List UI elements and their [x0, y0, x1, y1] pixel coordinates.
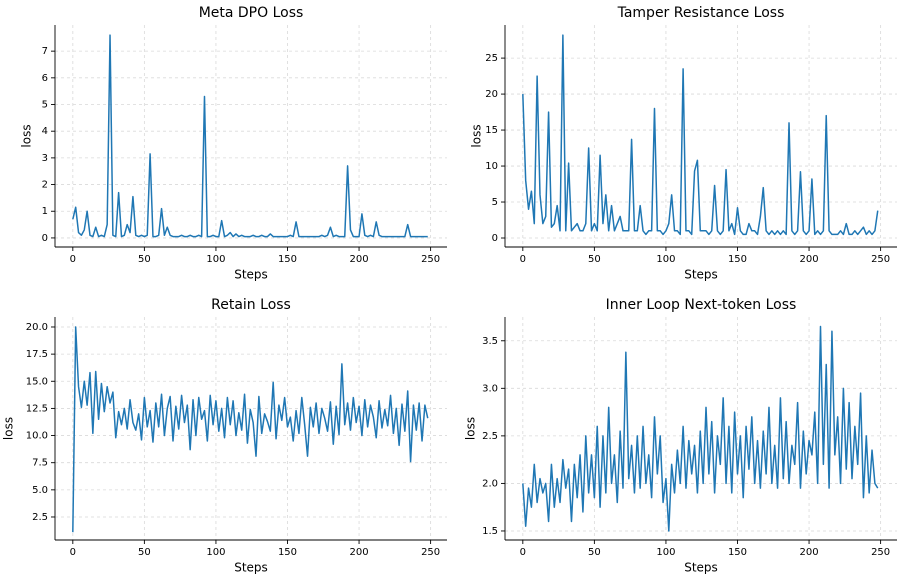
y-axis-label: loss: [464, 417, 478, 440]
y-tick-label: 15: [485, 125, 498, 136]
y-tick-label: 0: [42, 233, 48, 244]
y-tick-label: 6: [42, 73, 48, 84]
line: [72, 326, 429, 533]
line: [72, 34, 428, 238]
x-tick-label: 200: [350, 547, 369, 558]
y-tick-label: 4: [42, 126, 48, 137]
y-tick-label: 17.5: [26, 349, 48, 360]
y-tick-label: 15.0: [26, 376, 48, 387]
y-axis-label: loss: [2, 417, 16, 440]
x-tick-label: 50: [138, 254, 151, 265]
x-axis-label: Steps: [234, 561, 268, 575]
x-axis-label: Steps: [684, 268, 718, 282]
x-tick-label: 150: [278, 254, 297, 265]
x-tick-label: 150: [728, 254, 747, 265]
y-tick-label: 10: [485, 161, 498, 172]
x-tick-label: 0: [70, 254, 76, 265]
chart-title: Tamper Resistance Loss: [617, 5, 785, 21]
x-tick-label: 0: [520, 547, 526, 558]
y-tick-label: 20: [485, 89, 498, 100]
y-tick-label: 5: [42, 100, 48, 111]
x-tick-label: 150: [278, 547, 297, 558]
y-tick-label: 12.5: [26, 403, 48, 414]
x-axis-label: Steps: [234, 268, 268, 282]
x-tick-label: 50: [588, 254, 601, 265]
x-tick-label: 0: [70, 547, 76, 558]
y-tick-label: 20.0: [26, 322, 48, 333]
line: [522, 325, 879, 532]
y-tick-label: 10.0: [26, 431, 48, 442]
y-tick-label: 5: [492, 197, 498, 208]
x-tick-label: 100: [656, 254, 675, 265]
y-axis-label: loss: [20, 124, 34, 147]
x-tick-label: 100: [206, 547, 225, 558]
x-tick-label: 200: [800, 547, 819, 558]
y-tick-label: 7: [42, 46, 48, 57]
y-tick-label: 7.5: [32, 458, 48, 469]
x-tick-label: 250: [871, 254, 890, 265]
y-tick-label: 25: [485, 53, 498, 64]
y-tick-label: 3: [42, 153, 48, 164]
x-tick-label: 200: [800, 254, 819, 265]
y-tick-label: 3.0: [482, 383, 498, 394]
chart-title: Meta DPO Loss: [199, 5, 304, 21]
y-axis-label: loss: [470, 124, 484, 147]
y-tick-label: 2.5: [482, 431, 498, 442]
x-tick-label: 50: [138, 547, 151, 558]
x-tick-label: 150: [728, 547, 747, 558]
y-tick-label: 2.5: [32, 512, 48, 523]
chart-title: Inner Loop Next-token Loss: [606, 297, 797, 313]
x-tick-label: 200: [350, 254, 369, 265]
x-axis-label: Steps: [684, 561, 718, 575]
y-tick-label: 2.0: [482, 478, 498, 489]
x-tick-label: 0: [520, 254, 526, 265]
x-tick-label: 100: [656, 547, 675, 558]
chart-title: Retain Loss: [211, 297, 291, 313]
y-tick-label: 2: [42, 180, 48, 191]
y-tick-label: 1.5: [482, 526, 498, 537]
y-tick-label: 1: [42, 206, 48, 217]
y-tick-label: 5.0: [32, 485, 48, 496]
x-tick-label: 250: [421, 547, 440, 558]
x-tick-label: 50: [588, 547, 601, 558]
x-tick-label: 100: [206, 254, 225, 265]
y-tick-label: 0: [492, 233, 498, 244]
y-tick-label: 3.5: [482, 336, 498, 347]
x-tick-label: 250: [871, 547, 890, 558]
line: [522, 34, 879, 236]
x-tick-label: 250: [421, 254, 440, 265]
